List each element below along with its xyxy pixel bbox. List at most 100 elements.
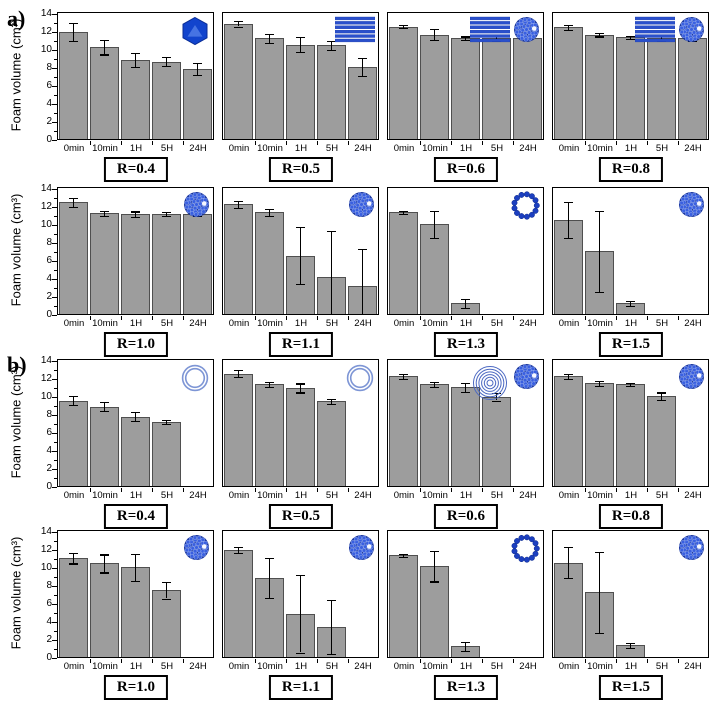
x-tick-label: 0min [228, 318, 250, 329]
y-tick-label: 6 [46, 426, 52, 438]
y-tick-label: 8 [46, 61, 52, 73]
phase-icons [183, 534, 210, 566]
x-tick-mark [615, 141, 617, 145]
bar [348, 67, 377, 139]
error-bar [567, 24, 570, 31]
error-bar-cap [626, 648, 635, 650]
error-bar-cap [162, 420, 171, 422]
phase-icons [348, 191, 375, 223]
micelle-sphere-icon [513, 363, 540, 395]
error-bar-cap [430, 237, 439, 239]
lamellar-phase-icon [634, 16, 676, 49]
error-bar [567, 201, 570, 238]
x-tick-label: 5H [325, 318, 339, 329]
error-bar-cap [461, 40, 470, 42]
ratio-label: R=1.0 [103, 332, 169, 357]
bar [554, 27, 583, 139]
bar [482, 38, 511, 139]
x-tick-mark [89, 659, 91, 663]
y-tick-mark [52, 396, 57, 398]
y-tick-mark [52, 260, 57, 262]
y-axis-title: Foam volume (cm³) [8, 18, 24, 132]
bar [90, 47, 119, 139]
y-tick-mark [54, 251, 57, 253]
x-tick-mark [285, 488, 287, 492]
x-tick-label: 10min [257, 661, 283, 672]
x-tick-mark [646, 488, 648, 492]
x-tick-mark [347, 141, 349, 145]
error-bar-cap [69, 563, 78, 565]
x-tick-label: 0min [228, 661, 250, 672]
y-tick-label: 8 [46, 236, 52, 248]
micelle-sphere-icon [348, 191, 375, 223]
y-tick-mark [52, 603, 57, 605]
error-bar-cap [564, 30, 573, 32]
x-tick-label: 10min [587, 318, 613, 329]
bar [90, 213, 119, 314]
micelle-sphere-icon [183, 534, 210, 566]
error-bar-cap [430, 550, 439, 552]
x-tick-mark [151, 141, 153, 145]
x-tick-label: 0min [558, 661, 580, 672]
y-tick-label: 2 [46, 633, 52, 645]
chart-b-rr1.0 [57, 530, 214, 658]
x-tick-mark [615, 488, 617, 492]
y-tick-mark [52, 549, 57, 551]
error-bar-cap [296, 51, 305, 53]
y-tick-mark [52, 450, 57, 452]
error-bar-cap [234, 207, 243, 209]
vesicle-bead-ring-icon [511, 534, 540, 568]
bar [286, 387, 315, 486]
x-tick-label: 24H [189, 143, 207, 154]
error-bar-cap [626, 305, 635, 308]
error-bar-cap [100, 402, 109, 404]
x-tick-label: 24H [684, 143, 702, 154]
error-bar-cap [595, 380, 604, 382]
error-bar-cap [657, 392, 666, 394]
y-tick-label: 0 [46, 308, 52, 320]
x-tick-mark [450, 316, 452, 320]
x-tick-mark [285, 141, 287, 145]
error-bar [72, 22, 75, 41]
error-bar-cap [461, 650, 470, 652]
error-bar-cap [358, 58, 367, 60]
y-tick-label: 12 [40, 200, 52, 212]
x-tick-label: 0min [393, 143, 415, 154]
error-bar-cap [430, 381, 439, 383]
x-tick-label: 10min [422, 318, 448, 329]
bar [317, 45, 346, 139]
x-tick-mark [347, 316, 349, 320]
y-tick-label: 0 [46, 480, 52, 492]
error-bar-cap [296, 392, 305, 394]
x-tick-mark [120, 488, 122, 492]
error-bar [433, 210, 436, 238]
bar [224, 23, 253, 139]
x-tick-label: 0min [558, 143, 580, 154]
error-bar-cap [265, 215, 274, 218]
bar [59, 400, 88, 486]
bar [255, 384, 284, 486]
error-bar-cap [131, 553, 140, 555]
error-bar [72, 197, 75, 207]
error-bar-cap [595, 210, 604, 212]
bar [317, 401, 346, 486]
x-tick-label: 0min [63, 661, 85, 672]
bar [616, 384, 645, 486]
bar [90, 406, 119, 486]
error-bar [660, 35, 663, 41]
x-tick-mark [347, 659, 349, 663]
x-tick-label: 1H [129, 661, 143, 672]
y-tick-mark [54, 369, 57, 371]
x-tick-label: 5H [490, 661, 504, 672]
x-tick-label: 5H [490, 490, 504, 501]
y-tick-label: 14 [40, 182, 52, 194]
error-bar-cap [461, 298, 470, 300]
y-tick-mark [52, 31, 57, 33]
error-bar-cap [399, 373, 408, 375]
y-tick-mark [54, 648, 57, 650]
bar [554, 376, 583, 486]
chart-a-rr0.5 [222, 12, 379, 140]
y-tick-label: 6 [46, 254, 52, 266]
y-tick-mark [54, 576, 57, 578]
y-tick-mark [52, 567, 57, 569]
